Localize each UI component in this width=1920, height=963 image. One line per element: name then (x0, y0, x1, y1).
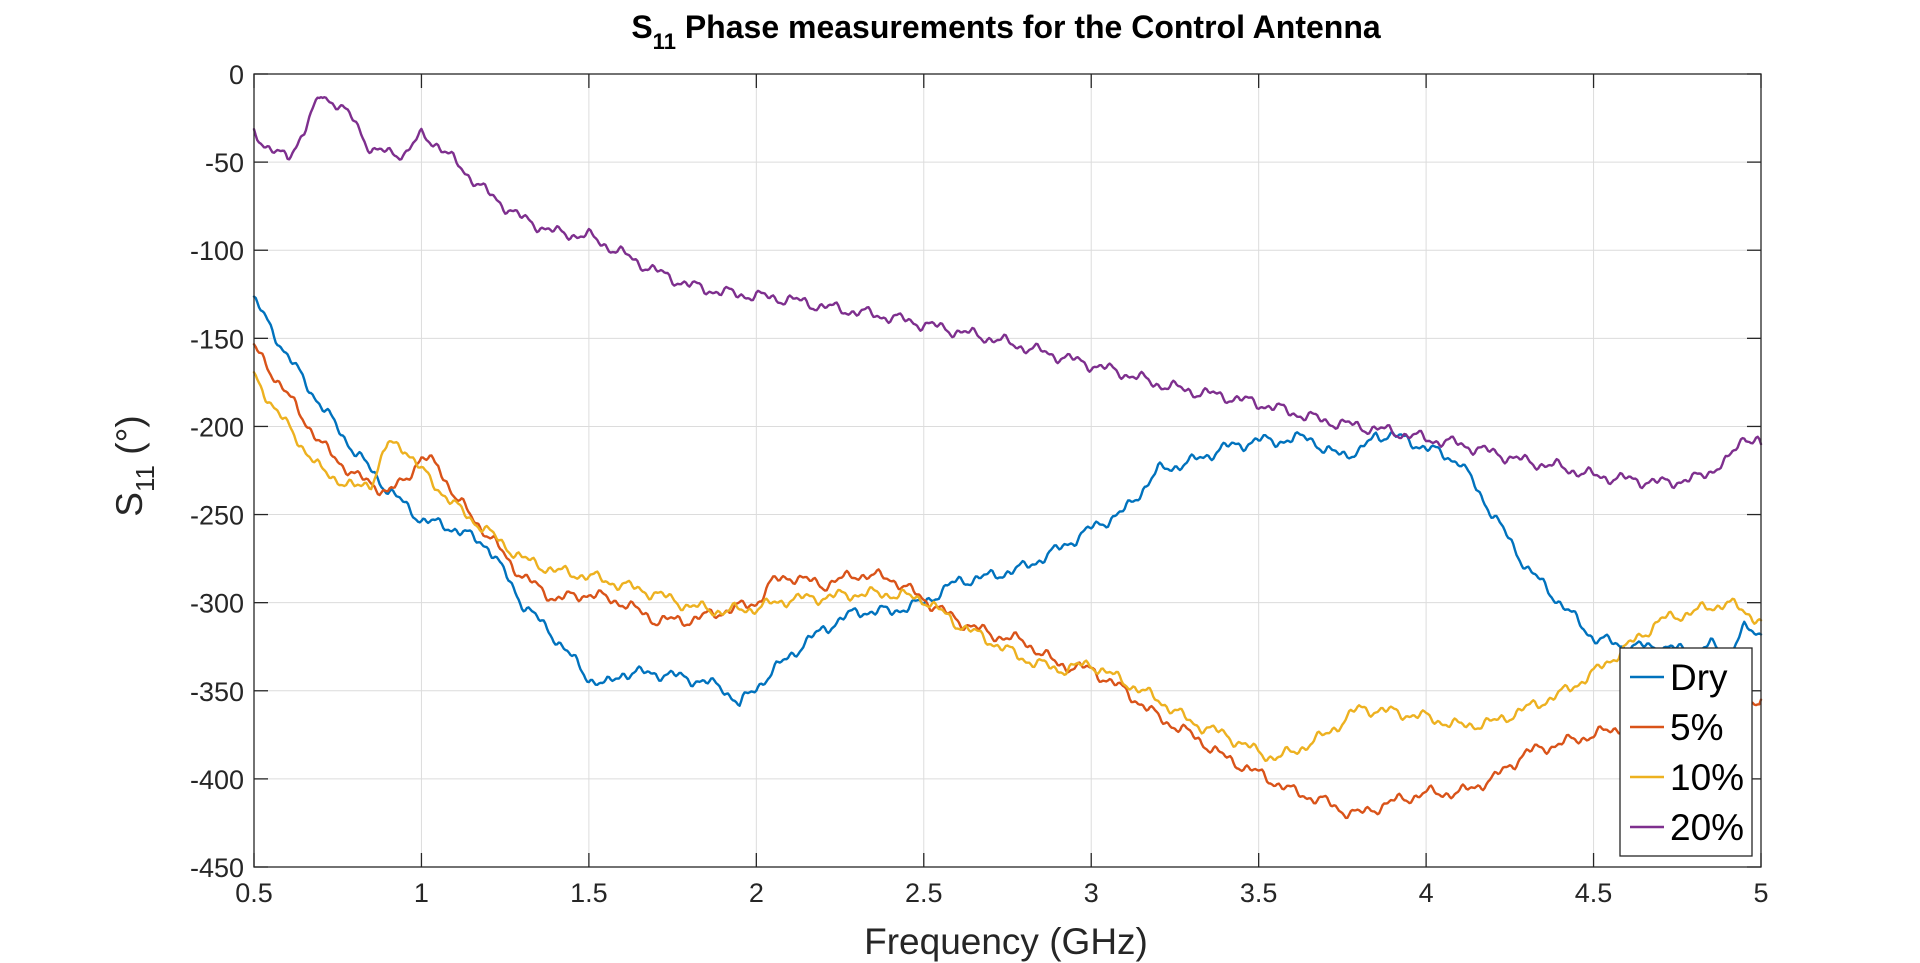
title-rest: Phase measurements for the Control Anten… (676, 9, 1381, 45)
y-tick-label: -400 (190, 765, 244, 795)
y-label-subscript: 11 (130, 465, 160, 492)
y-tick-label: -300 (190, 589, 244, 619)
legend-label: 10% (1670, 757, 1744, 798)
y-label-main: S (109, 492, 150, 517)
legend-box (1619, 647, 1753, 857)
y-tick-label: -350 (190, 677, 244, 707)
y-axis-label: S11 (°) (109, 415, 160, 516)
x-axis-label: Frequency (GHz) (864, 921, 1148, 962)
ticks: 0.5 1 1.5 2 2.5 3 3.5 4 4.5 5 0 -50 -100 -150 -200 -250… (190, 60, 1769, 908)
grid (253, 73, 1762, 868)
series-line-4 (252, 96, 1763, 490)
chart-title: S11 Phase measurements for the Control A… (631, 9, 1381, 54)
x-tick-label: 3 (1084, 878, 1099, 908)
series-line-2 (252, 343, 1763, 820)
x-tick-label: 4.5 (1575, 878, 1613, 908)
legend-label: Dry (1670, 657, 1728, 698)
series-group (252, 96, 1763, 820)
x-tick-label: 1.5 (570, 878, 608, 908)
y-tick-label: -200 (190, 412, 244, 442)
y-tick-label: -100 (190, 236, 244, 266)
y-tick-label: -250 (190, 501, 244, 531)
x-tick-label: 2 (749, 878, 764, 908)
y-label-rest: (°) (109, 415, 150, 465)
y-tick-label: -50 (205, 148, 244, 178)
x-tick-label: 4 (1419, 878, 1434, 908)
title-main: S (631, 9, 652, 45)
y-tick-label: 0 (229, 60, 244, 90)
y-tick-label: -450 (190, 853, 244, 883)
x-tick-label: 0.5 (235, 878, 273, 908)
x-tick-label: 1 (414, 878, 429, 908)
y-tick-label: -150 (190, 324, 244, 354)
x-tick-label: 2.5 (905, 878, 943, 908)
legend-label: 20% (1670, 807, 1744, 848)
x-tick-label: 3.5 (1240, 878, 1278, 908)
x-tick-label: 5 (1753, 878, 1768, 908)
legend: Dry 5% 10% 20% (1619, 647, 1753, 857)
legend-label: 5% (1670, 707, 1723, 748)
series-line-1 (252, 295, 1763, 707)
title-subscript: 11 (653, 29, 676, 54)
axes-box (253, 73, 1762, 868)
series-line-3 (252, 371, 1763, 762)
